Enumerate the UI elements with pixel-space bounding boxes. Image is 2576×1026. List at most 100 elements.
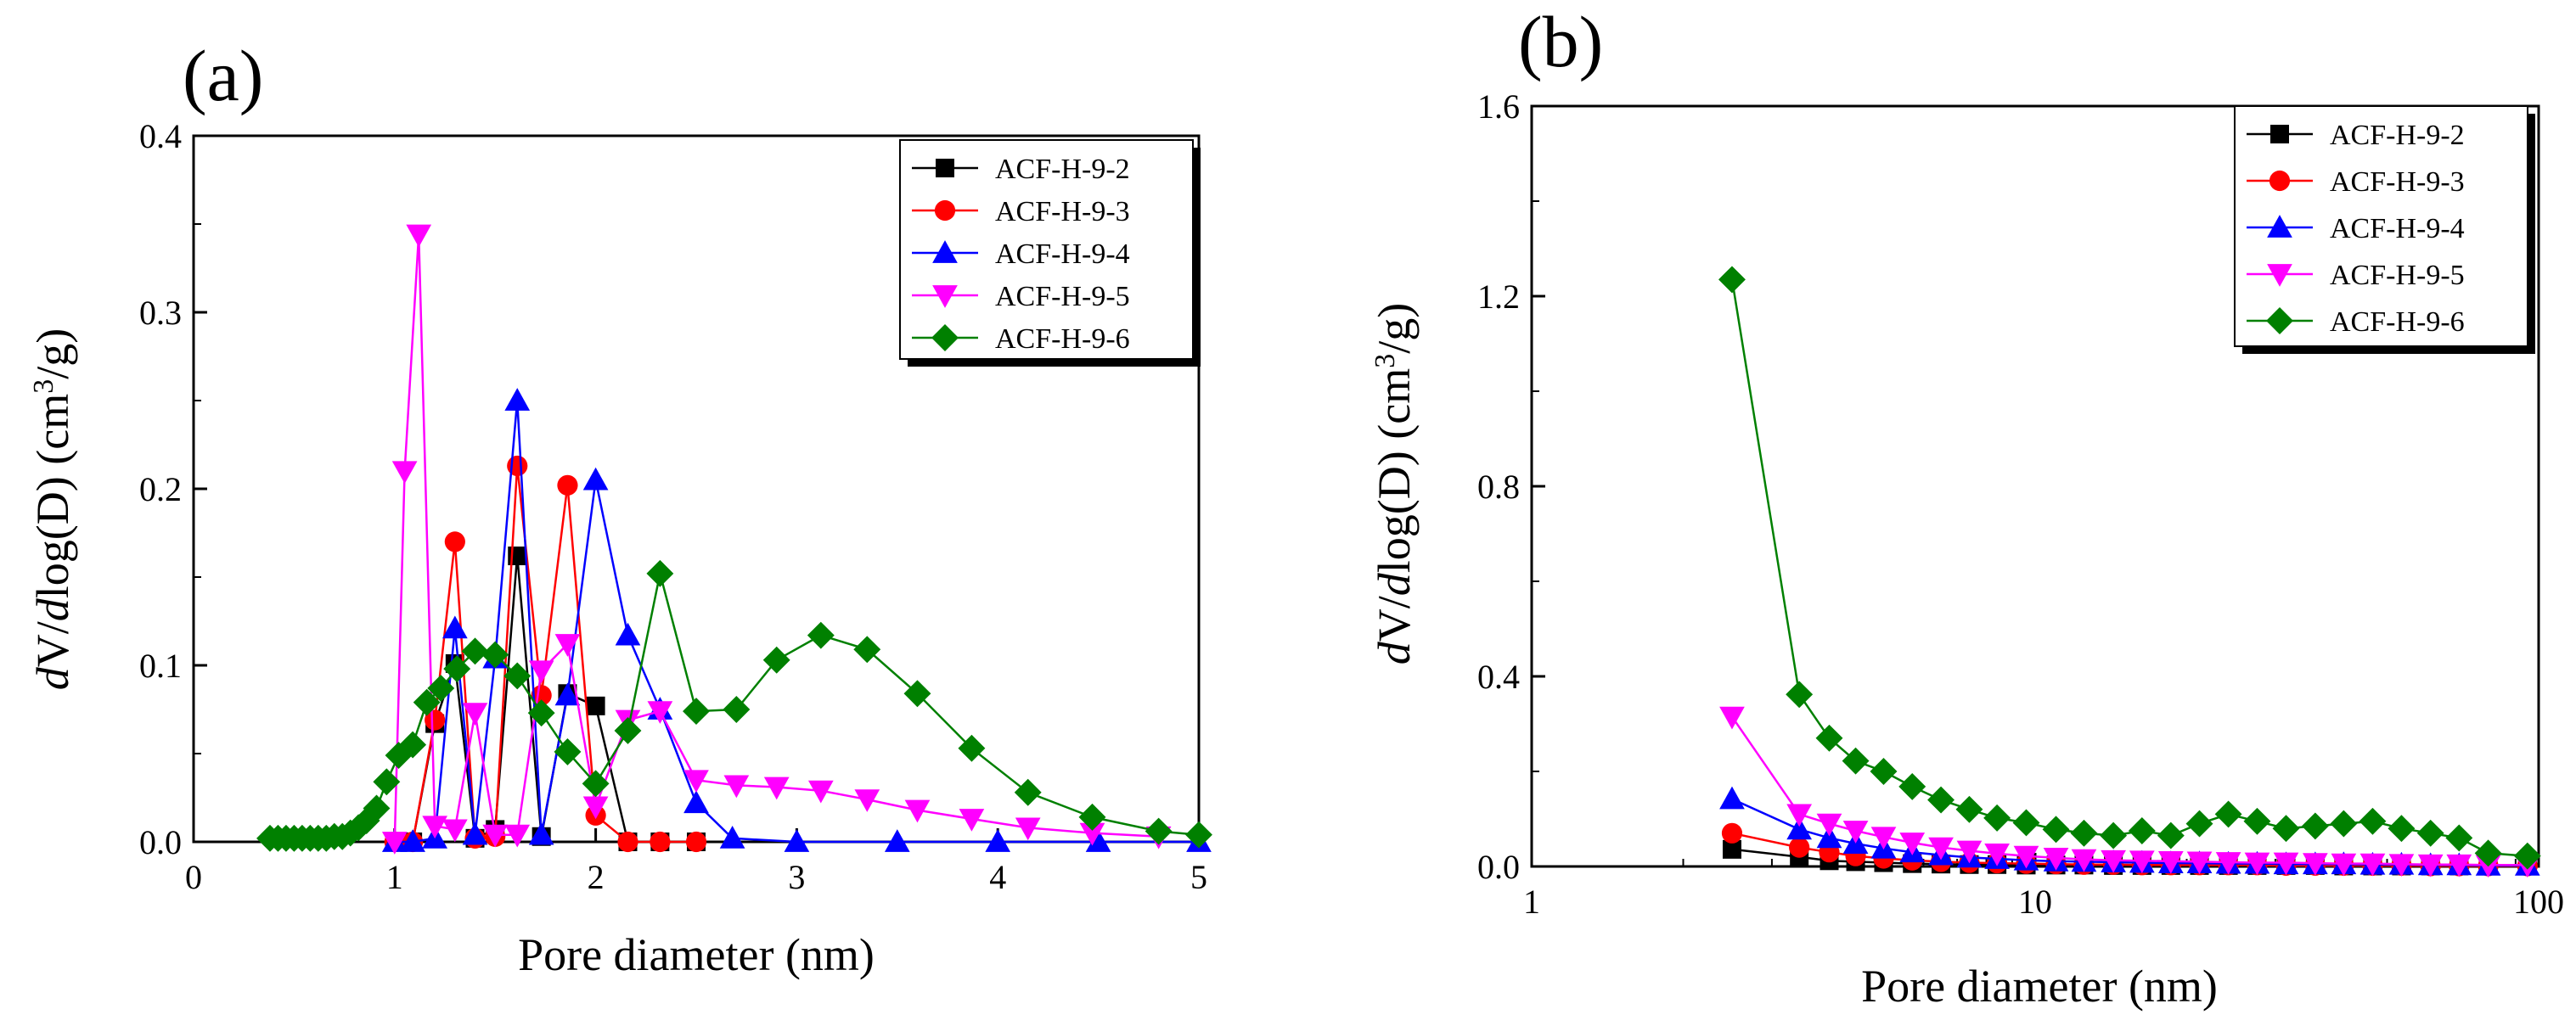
- chart-b-data-point: [2416, 819, 2444, 847]
- chart-a-data-point: [528, 660, 554, 684]
- chart-a-legend-marker: [932, 240, 958, 263]
- chart-b-y-tick-label: 0.8: [1477, 468, 1520, 506]
- chart-a-data-point: [582, 770, 610, 798]
- chart-a-data-point: [462, 703, 488, 726]
- chart-b-data-point: [1870, 758, 1898, 785]
- chart-a-x-tick-label: 3: [788, 858, 805, 896]
- chart-b-data-point: [1816, 825, 1842, 849]
- chart-a-x-axis-label: Pore diameter (nm): [518, 929, 875, 980]
- chart-b-legend-label: ACF-H-9-5: [2330, 260, 2465, 291]
- chart-a-data-point: [373, 768, 401, 796]
- chart-b-data-point: [1789, 837, 1810, 858]
- chart-b-legend-label: ACF-H-9-6: [2330, 306, 2465, 338]
- chart-a-legend-marker: [934, 199, 956, 221]
- chart-b-data-point: [1786, 804, 1813, 827]
- chart-b-data-point: [2243, 807, 2271, 835]
- chart-a-data-point: [723, 696, 751, 723]
- chart-b-data-point: [1718, 266, 1746, 294]
- chart-a-x-tick-label: 1: [386, 858, 403, 896]
- chart-b-series-acf-h-9-2: [1722, 839, 2537, 876]
- chart-a-data-point: [586, 696, 605, 715]
- chart-a-data-point: [504, 824, 531, 848]
- chart-a-data-point: [400, 829, 425, 852]
- chart-a-data-point: [582, 467, 609, 491]
- chart-a-data-point: [462, 821, 488, 845]
- chart-b-y-tick-label: 0.0: [1477, 848, 1520, 886]
- chart-b-data-point: [1956, 840, 1983, 864]
- chart-a-legend: ACF-H-9-2 ACF-H-9-3 ACF-H-9-4 ACF-H-9-5 ACF-…: [899, 139, 1201, 367]
- chart-b-data-point: [2042, 816, 2070, 844]
- chart-a-data-point: [647, 701, 673, 724]
- chart-a-y-tick-label: 0.3: [139, 294, 182, 332]
- chart-b-data-point: [1870, 827, 1897, 850]
- chart-b-y-tick-label: 0.4: [1477, 658, 1520, 696]
- chart-b-y-tick-label: 1.2: [1477, 278, 1520, 316]
- chart-a-data-point: [617, 831, 638, 853]
- chart-a-data-point: [557, 474, 578, 496]
- chart-a-data-point: [582, 796, 609, 820]
- chart-b-data-point: [1786, 681, 1814, 709]
- chart-b-data-point: [2417, 854, 2444, 877]
- chart-b-data-point: [2272, 815, 2300, 843]
- chart-b-data-point: [2071, 849, 2097, 872]
- chart-a-data-point: [807, 621, 835, 649]
- chart-b-series: [1718, 266, 2541, 878]
- chart-b-data-point: [2100, 821, 2128, 849]
- chart-b-axes: 0.0 0.4 0.8 1.2 1.6 1 10 100: [1477, 87, 2564, 921]
- chart-b-x-tick-label: 1: [1523, 883, 1540, 921]
- chart-b-data-point: [2101, 849, 2126, 873]
- chart-a-data-point: [650, 831, 671, 853]
- chart-a-y-tick-label: 0.4: [139, 117, 182, 155]
- chart-a-data-point: [442, 615, 468, 639]
- chart-a-data-point: [482, 824, 509, 848]
- chart-b-legend: ACF-H-9-2 ACF-H-9-3 ACF-H-9-4 ACF-H-9-5 ACF-…: [2234, 105, 2535, 354]
- chart-b-data-point: [2388, 815, 2416, 843]
- chart-a-series-acf-h-9-4: [381, 388, 1212, 852]
- chart-b-y-tick-label: 1.6: [1477, 87, 1520, 126]
- chart-a-data-point: [683, 698, 710, 726]
- chart-a-data-point: [391, 461, 418, 485]
- chart-a-data-point: [1014, 778, 1042, 806]
- chart-b-data-point: [2359, 853, 2386, 877]
- chart-a-legend-label: ACF-H-9-5: [995, 281, 1130, 312]
- chart-b-data-point: [2303, 853, 2328, 876]
- chart-a-data-point: [363, 794, 391, 822]
- chart-a-y-tick-label: 0.2: [139, 470, 182, 508]
- chart-b-legend-label: ACF-H-9-2: [2330, 120, 2465, 151]
- chart-b-data-point: [1719, 786, 1745, 810]
- chart-b-y-axis-label: dV/dlog(D) (cm3/g): [1369, 303, 1420, 664]
- chart-a-data-point: [427, 675, 455, 702]
- chart-a-legend-label: ACF-H-9-4: [995, 238, 1130, 270]
- chart-b-data-point: [2185, 810, 2213, 838]
- chart-b-data-point: [2331, 853, 2357, 877]
- chart-b-data-point: [2186, 851, 2213, 875]
- chart-a-data-point: [503, 662, 532, 690]
- chart-b-data-point: [2301, 812, 2329, 840]
- chart-a-data-point: [904, 799, 931, 823]
- chart-a-data-point: [959, 809, 985, 832]
- chart-a-x-tick-label: 0: [185, 858, 202, 896]
- chart-a-data-point: [444, 531, 465, 552]
- chart-a-data-point: [854, 789, 880, 812]
- chart-a-data-point: [683, 770, 709, 793]
- chart-b-data-point: [1719, 706, 1745, 730]
- chart-b-legend-marker: [2269, 170, 2291, 192]
- chart-b-data-point: [2214, 800, 2242, 828]
- chart-a-data-point: [853, 636, 881, 664]
- chart-a-data-point: [683, 790, 709, 814]
- chart-a-data-point: [807, 780, 834, 804]
- chart-b-legend-label: ACF-H-9-4: [2330, 213, 2465, 244]
- panel-label-a: (a): [183, 35, 263, 116]
- chart-a-data-point: [985, 829, 1011, 852]
- chart-a-data-point: [422, 816, 448, 839]
- chart-a-y-tick-label: 0.1: [139, 647, 182, 685]
- chart-b-data-point: [2070, 819, 2098, 847]
- chart-a-data-point: [685, 831, 707, 853]
- chart-a-data-point: [723, 775, 750, 799]
- chart-a-data-point: [903, 680, 931, 708]
- chart-a-series: [256, 224, 1212, 855]
- chart-a-x-tick-label: 2: [588, 858, 605, 896]
- chart-b-series-acf-h-9-6: [1718, 266, 2541, 870]
- chart-b-data-point: [2330, 810, 2358, 838]
